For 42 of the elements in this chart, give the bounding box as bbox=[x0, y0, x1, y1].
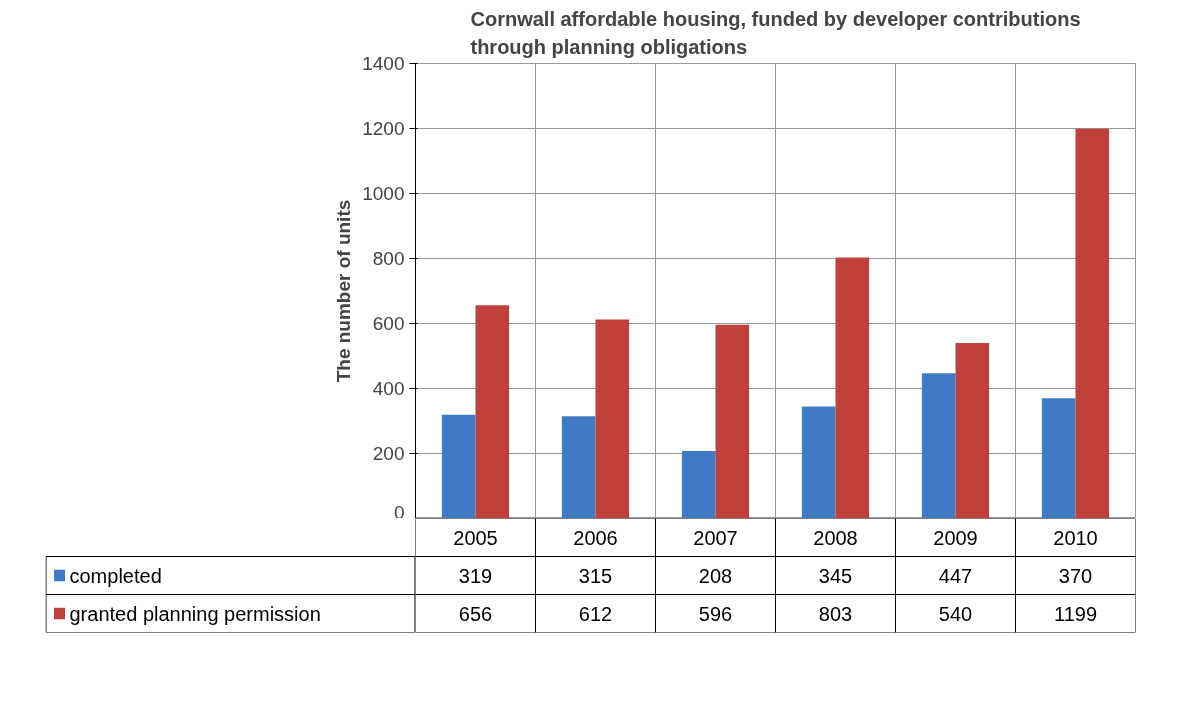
data-label: 803 bbox=[818, 602, 853, 625]
x-tick-label: 2006 bbox=[573, 526, 618, 549]
data-label: 315 bbox=[578, 564, 613, 587]
x-tick-label: 2009 bbox=[933, 526, 978, 549]
bar bbox=[475, 305, 510, 518]
bar bbox=[1075, 128, 1110, 518]
chart-title: Cornwall affordable housing, funded by developer contributions through planning obligations bbox=[470, 7, 1081, 59]
y-tick-label: 800 bbox=[372, 248, 405, 269]
bar bbox=[801, 406, 836, 518]
bar bbox=[441, 414, 476, 518]
bar bbox=[1041, 398, 1076, 518]
legend-label: completed bbox=[69, 564, 162, 587]
bar bbox=[595, 319, 630, 518]
bar bbox=[835, 257, 870, 518]
x-tick-label: 2010 bbox=[1053, 526, 1098, 549]
y-tick-label: 1200 bbox=[362, 118, 405, 139]
data-label: 612 bbox=[578, 602, 613, 625]
y-tick-label: 1000 bbox=[362, 183, 405, 204]
data-label: 656 bbox=[458, 602, 493, 625]
y-tick-label: 400 bbox=[372, 378, 405, 399]
bar bbox=[561, 416, 596, 518]
y-tick-label: 0 bbox=[393, 501, 405, 523]
x-tick-label: 2007 bbox=[693, 526, 738, 549]
data-label: 208 bbox=[698, 564, 733, 587]
y-tick-label: 600 bbox=[372, 313, 405, 334]
legend-label: granted planning permission bbox=[69, 602, 321, 625]
data-label: 319 bbox=[458, 564, 493, 587]
y-tick-label: 1400 bbox=[362, 53, 405, 74]
data-label: 447 bbox=[938, 564, 973, 587]
x-tick-label: 2005 bbox=[453, 526, 498, 549]
y-axis-title: The number of units bbox=[333, 199, 355, 383]
bar bbox=[955, 343, 990, 518]
x-tick-label: 2008 bbox=[813, 526, 858, 549]
data-label: 370 bbox=[1058, 564, 1093, 587]
data-label: 1199 bbox=[1054, 602, 1098, 625]
y-tick-label: 200 bbox=[372, 443, 405, 464]
bar bbox=[681, 450, 716, 518]
bar bbox=[921, 373, 956, 518]
bar bbox=[715, 324, 750, 518]
data-label: 540 bbox=[938, 602, 973, 625]
data-label: 596 bbox=[698, 602, 733, 625]
data-label: 345 bbox=[818, 564, 853, 587]
